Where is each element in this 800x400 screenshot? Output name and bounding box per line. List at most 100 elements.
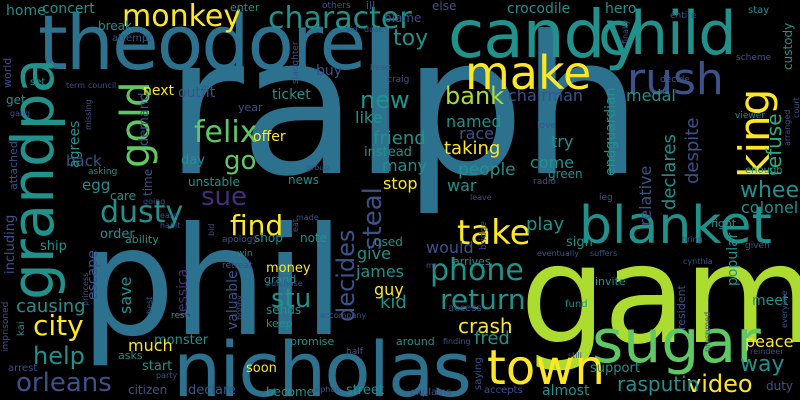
word-orleans: orleans bbox=[16, 368, 112, 398]
word-viewer: viewer bbox=[735, 111, 765, 121]
word-rasputin: rasputin bbox=[617, 372, 700, 396]
word-return: return bbox=[440, 283, 526, 316]
word-street: street bbox=[346, 383, 385, 398]
word-bobby: bobby bbox=[235, 295, 244, 320]
word-race: race bbox=[459, 124, 495, 143]
word-asking: asking bbox=[88, 167, 118, 177]
word-sends: sends bbox=[266, 303, 302, 317]
word-time: time bbox=[141, 168, 155, 196]
word-ticket: ticket bbox=[272, 87, 311, 103]
word-play: play bbox=[526, 214, 565, 235]
word-reindeer: reindeer bbox=[750, 347, 784, 356]
word-habit: habit bbox=[160, 221, 181, 230]
word-egg: egg bbox=[82, 176, 111, 194]
word-blanket: blanket bbox=[579, 196, 772, 256]
word-heart: heart bbox=[370, 63, 392, 72]
word-help: help bbox=[33, 342, 85, 370]
word-enter: enter bbox=[230, 1, 260, 14]
word-earn: earn bbox=[160, 211, 179, 220]
word-war: war bbox=[447, 176, 477, 195]
word-make: make bbox=[465, 46, 592, 100]
word-guy: guy bbox=[374, 280, 404, 299]
word-attached: attached bbox=[7, 141, 20, 190]
word-declare: declare bbox=[188, 383, 237, 398]
word-world: world bbox=[1, 57, 14, 88]
word-radio: radio bbox=[533, 177, 556, 187]
word-monster: monster bbox=[154, 333, 209, 348]
word-dusk: dusk bbox=[364, 25, 383, 34]
word-causing: causing bbox=[16, 296, 86, 317]
word-including: including bbox=[3, 214, 18, 274]
word-sign: sign bbox=[566, 235, 593, 250]
word-promise: promise bbox=[290, 335, 335, 348]
word-offer: offer bbox=[253, 129, 286, 145]
word-bring: bring bbox=[682, 235, 703, 244]
word-break: break bbox=[98, 19, 132, 33]
word-arrives: arrives bbox=[453, 255, 491, 268]
word-relative: relative bbox=[636, 165, 655, 226]
word-craig: craig bbox=[387, 75, 410, 85]
word-presumed: presumed bbox=[703, 311, 712, 352]
word-fight: fight bbox=[711, 217, 737, 230]
word-become: become bbox=[266, 385, 315, 399]
word-taking: taking bbox=[444, 138, 501, 159]
word-agrees: agrees bbox=[67, 120, 83, 168]
word-jessica: jessica bbox=[175, 268, 191, 316]
word-given: given bbox=[745, 241, 770, 251]
word-way: way bbox=[740, 352, 785, 377]
word-accepts: accepts bbox=[484, 385, 523, 396]
word-would: would bbox=[426, 238, 474, 257]
word-town: town bbox=[487, 340, 605, 396]
word-orphan: orphan bbox=[312, 385, 341, 394]
word-try: try bbox=[551, 132, 574, 151]
word-almost: almost bbox=[542, 383, 590, 399]
word-video: video bbox=[687, 370, 753, 398]
word-theodore: theodore bbox=[38, 0, 366, 87]
word-bid: bid bbox=[207, 223, 216, 236]
word-phone: phone bbox=[430, 253, 524, 288]
word-accompany: accompany bbox=[320, 311, 367, 320]
word-hero: hero bbox=[605, 1, 637, 17]
word-like: like bbox=[355, 108, 383, 127]
word-go: go bbox=[224, 146, 257, 176]
word-peace: peace bbox=[745, 332, 794, 351]
word-duty: duty bbox=[766, 379, 794, 393]
word-people: people bbox=[458, 160, 516, 180]
word-named: named bbox=[446, 112, 502, 131]
word-ralph: ralph bbox=[165, 0, 642, 219]
word-retreat: retreat bbox=[222, 261, 253, 271]
word-start: start bbox=[142, 359, 173, 374]
word-day: day bbox=[181, 153, 205, 168]
word-going: going bbox=[143, 197, 166, 206]
word-eventually: eventually bbox=[537, 249, 579, 258]
word-sue: sue bbox=[201, 182, 248, 212]
word-rush: rush bbox=[627, 54, 724, 105]
word-demand: demand bbox=[137, 92, 152, 146]
word-imprisoned: imprisoned bbox=[1, 301, 11, 352]
word-ship: ship bbox=[40, 239, 67, 254]
word-sugar: sugar bbox=[592, 307, 761, 377]
word-asks: asks bbox=[118, 349, 143, 362]
word-bridge: bridge bbox=[479, 221, 489, 250]
word-everyone: everyone bbox=[780, 290, 789, 329]
word-gang: gang bbox=[10, 109, 31, 118]
word-half: half bbox=[346, 347, 363, 357]
word-green: green bbox=[548, 167, 583, 181]
word-fred: fred bbox=[474, 328, 510, 349]
word-buy: buy bbox=[316, 63, 343, 79]
word-city: city bbox=[33, 309, 84, 342]
word-despite: despite bbox=[682, 117, 703, 184]
word-stop: stop bbox=[383, 174, 418, 193]
word-around: around bbox=[396, 335, 435, 348]
word-year: year bbox=[238, 101, 263, 114]
word-group: group bbox=[306, 163, 330, 172]
word-monkey: monkey bbox=[122, 0, 242, 34]
word-popular: popular bbox=[725, 232, 741, 286]
word-council: council bbox=[88, 81, 117, 90]
word-leg: leg bbox=[599, 193, 613, 203]
word-else: else bbox=[432, 0, 457, 13]
word-eat: eat bbox=[291, 219, 300, 232]
word-term: term bbox=[66, 81, 85, 90]
word-finding: finding bbox=[443, 337, 471, 346]
word-child: child bbox=[598, 0, 736, 69]
